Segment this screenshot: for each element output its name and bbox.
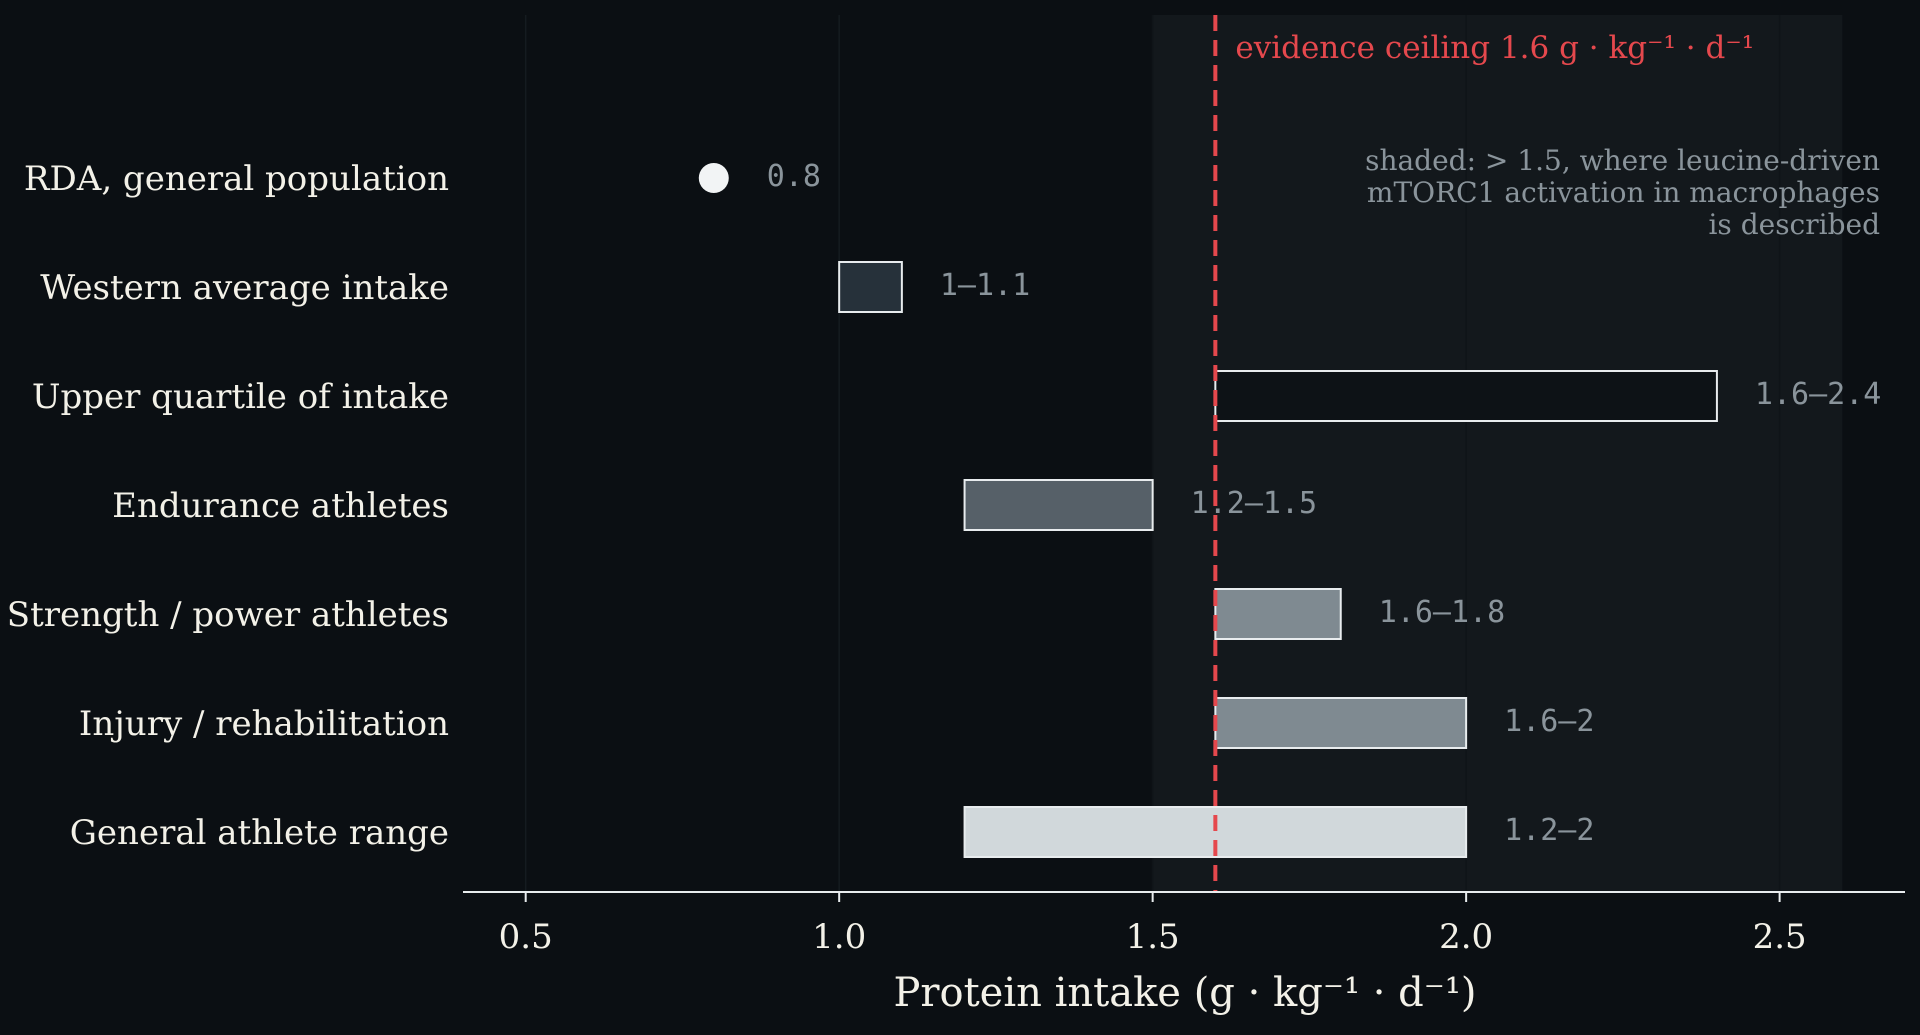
x-axis-title: Protein intake (g · kg⁻¹ · d⁻¹) [893,970,1476,1016]
value-labels: 0.8 1–1.1 1.6–2.4 1.2–1.5 1.6–1.8 1.6–2 1.2–2 [767,159,1882,848]
range-bar [963,479,1154,531]
value-label: 1–1.1 [940,268,1030,303]
x-tick-label: 2.5 [1753,917,1807,957]
value-label: 1.6–2 [1504,704,1594,739]
x-tick-label: 0.5 [499,917,553,957]
shaded-region-note-line: mTORC1 activation in macrophages [1367,176,1880,209]
value-label: 1.6–2.4 [1755,377,1881,412]
category-label: Upper quartile of intake [32,377,449,417]
shaded-region-note-line: is described [1708,208,1880,241]
value-label: 1.2–1.5 [1191,486,1317,521]
range-bars [698,163,1718,858]
reference-line-group: evidence ceiling 1.6 g · kg⁻¹ · d⁻¹ [1213,15,1754,892]
category-label: Western average intake [40,268,449,308]
x-tick-label: 1.0 [812,917,866,957]
value-label: 0.8 [767,159,821,194]
range-bar [1214,370,1718,422]
range-bar [1214,588,1342,640]
category-label: RDA, general population [24,159,449,199]
category-labels: RDA, general population Western average i… [7,159,449,853]
shaded-region-note-line: shaded: > 1.5, where leucine-driven [1365,144,1880,177]
value-label: 1.6–1.8 [1379,595,1505,630]
range-bar [1214,697,1468,749]
range-bar [838,261,903,313]
category-label: Strength / power athletes [7,595,449,635]
value-label: 1.2–2 [1504,813,1594,848]
category-label: Endurance athletes [112,486,449,526]
reference-line-label: evidence ceiling 1.6 g · kg⁻¹ · d⁻¹ [1235,30,1754,66]
x-axis: 0.5 1.0 1.5 2.0 2.5 [463,891,1905,957]
category-label: Injury / rehabilitation [79,704,449,744]
x-tick-label: 1.5 [1126,917,1180,957]
shaded-region-note: shaded: > 1.5, where leucine-drivenmTORC… [1365,144,1880,241]
data-point [698,163,729,193]
category-label: General athlete range [70,813,449,853]
x-tick-label: 2.0 [1439,917,1493,957]
